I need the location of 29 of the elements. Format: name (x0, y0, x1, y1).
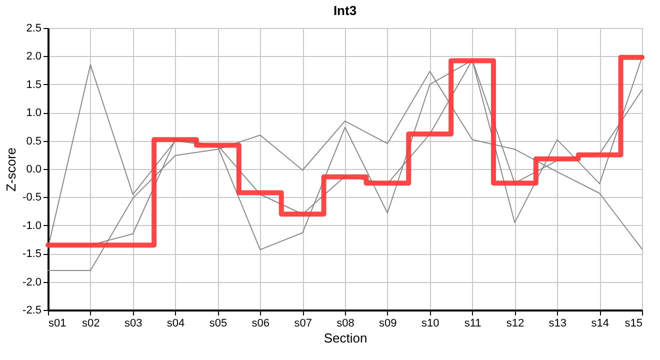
y-tick-label: -2.0 (22, 276, 42, 288)
y-tick-label: -2.5 (22, 304, 42, 316)
y-tick-label: 2.5 (26, 22, 42, 34)
x-tick-label: s13 (548, 318, 567, 330)
y-tick-label: -1.5 (22, 248, 42, 260)
x-tick-label: s11 (464, 318, 482, 330)
y-tick-label: -0.5 (22, 192, 42, 204)
x-tick-label: s09 (379, 318, 397, 330)
chart-title: Int3 (333, 3, 357, 18)
y-tick-label: 0.0 (26, 164, 42, 176)
x-tick-label: s01 (48, 318, 66, 330)
x-tick-label: s05 (209, 318, 228, 330)
x-tick-label: s07 (294, 318, 312, 330)
x-tick-label: s14 (591, 318, 609, 330)
x-tick-label: s02 (82, 318, 100, 330)
y-tick-label: 1.5 (26, 78, 42, 91)
x-axis-title: Section (324, 330, 368, 346)
x-tick-label: s08 (336, 318, 354, 330)
y-tick-label: 1.0 (26, 107, 42, 120)
x-tick-label: s06 (252, 318, 270, 330)
x-tick-label: s03 (124, 318, 142, 330)
x-tick-label: s12 (506, 318, 524, 330)
x-tick-label: s04 (166, 318, 185, 330)
y-axis-title: Z-score (4, 147, 19, 192)
x-tick-label: s10 (421, 318, 440, 330)
x-tick-label: s15 (624, 318, 642, 330)
y-tick-label: 0.5 (26, 135, 42, 148)
y-tick-label: -1.0 (22, 220, 42, 232)
y-tick-label: 2.0 (26, 50, 42, 63)
